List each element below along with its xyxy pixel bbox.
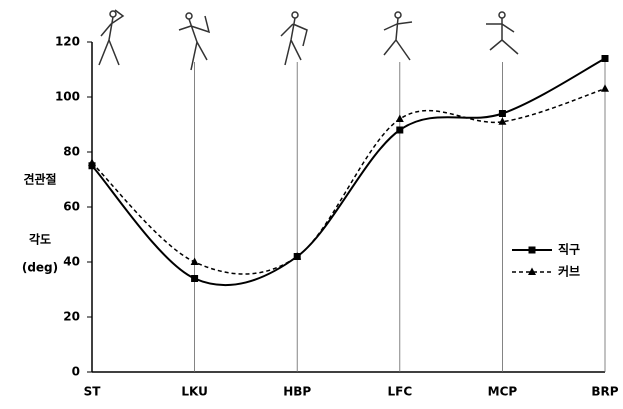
y-axis-label: 각도 (29, 232, 51, 247)
x-tick-label: LKU (181, 385, 207, 399)
x-tick-label: MCP (488, 385, 518, 399)
y-tick-label: 80 (63, 145, 80, 159)
y-axis-label: 견관절 (23, 172, 56, 187)
point (395, 114, 404, 122)
y-tick-label: 40 (63, 255, 80, 269)
legend-label: 직구 (558, 242, 580, 257)
y-tick-label: 100 (55, 90, 80, 104)
stick-figures (98, 9, 519, 71)
point (528, 246, 536, 254)
x-tick-label: BRP (591, 385, 618, 399)
point (498, 117, 507, 125)
y-tick-label: 60 (63, 200, 80, 214)
line (91, 57, 606, 287)
point (396, 126, 404, 134)
point (498, 110, 506, 117)
y-axis-label: (deg) (22, 261, 58, 275)
point (601, 84, 609, 92)
point (88, 158, 96, 166)
y-tick-label: 120 (55, 35, 80, 49)
x-tick-label: ST (84, 385, 102, 399)
point (191, 275, 199, 282)
point (293, 252, 302, 260)
point (601, 55, 609, 62)
legend-label: 커브 (558, 264, 580, 279)
point (528, 267, 536, 275)
line (91, 88, 606, 275)
point (190, 257, 199, 265)
y-tick-label: 20 (63, 310, 80, 324)
x-tick-label: HBP (283, 385, 311, 399)
x-tick-label: LFC (387, 385, 412, 399)
y-tick-label: 0 (72, 365, 80, 379)
